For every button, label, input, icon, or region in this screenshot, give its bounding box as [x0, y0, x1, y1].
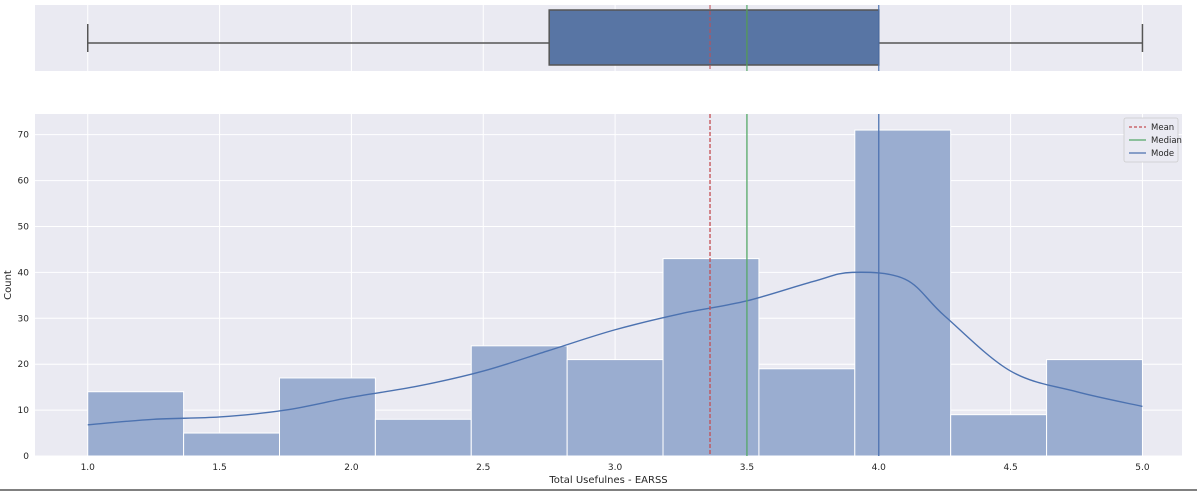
histogram-panel: 1.0 1.5 2.0 2.5 3.0 3.5 4.0 4.5 5.0 0 10 20 30 40 50 6…	[3, 114, 1182, 486]
y-tick-label: 10	[18, 406, 30, 416]
x-tick-label: 3.0	[608, 463, 623, 473]
histogram-bar	[374, 418, 472, 457]
y-tick-label: 40	[18, 268, 30, 278]
histogram-bar	[1046, 359, 1143, 457]
x-tick-label: 2.5	[476, 463, 490, 473]
legend-label: Median	[1151, 136, 1182, 146]
x-tick-label: 4.0	[872, 463, 887, 473]
y-tick-labels: 0 10 20 30 40 50 60 70	[18, 131, 30, 462]
histogram-bar	[854, 129, 952, 457]
kde-curve	[87, 271, 1143, 426]
x-tick-labels: 1.0 1.5 2.0 2.5 3.0 3.5 4.0 4.5 5.0	[81, 463, 1150, 473]
y-tick-label: 20	[18, 360, 30, 370]
histogram-bar	[950, 414, 1048, 457]
histogram-bar	[470, 345, 568, 457]
legend-label: Mode	[1151, 149, 1174, 159]
x-tick-label: 1.0	[81, 463, 96, 473]
x-tick-label: 1.5	[212, 463, 226, 473]
histogram-bar	[662, 258, 760, 457]
y-tick-label: 30	[18, 314, 30, 324]
boxplot-panel	[35, 5, 1182, 71]
y-tick-label: 70	[18, 131, 30, 141]
y-tick-label: 50	[18, 222, 30, 232]
x-axis-label: Total Usefulnes - EARSS	[548, 475, 667, 486]
y-axis-label: Count	[3, 270, 14, 300]
x-tick-label: 2.0	[344, 463, 359, 473]
x-tick-label: 4.5	[1003, 463, 1017, 473]
y-tick-label: 0	[23, 452, 29, 462]
iqr-box	[548, 9, 880, 66]
x-tick-label: 3.5	[740, 463, 754, 473]
histogram-bar	[758, 368, 856, 457]
legend: Mean Median Mode	[1123, 117, 1182, 163]
histogram-bar	[566, 359, 664, 457]
histogram-bar	[279, 377, 376, 457]
stat-lines	[709, 114, 880, 456]
boxplot-marks	[86, 5, 1144, 71]
legend-frame	[1123, 117, 1179, 163]
histogram-bars	[87, 129, 1143, 457]
y-tick-label: 60	[18, 177, 30, 187]
legend-label: Mean	[1151, 123, 1174, 133]
x-tick-label: 5.0	[1135, 463, 1150, 473]
histogram-bar	[183, 432, 281, 457]
